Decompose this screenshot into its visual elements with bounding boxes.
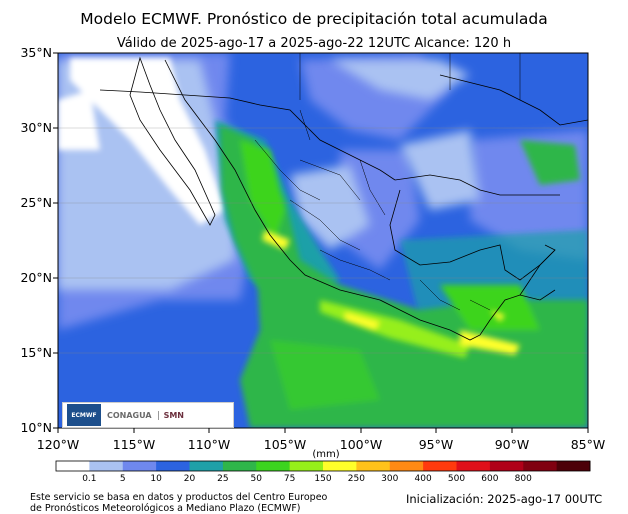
colorbar-label: 800 [514, 474, 532, 484]
colorbar-label: 75 [283, 474, 296, 484]
dry-areas [58, 58, 225, 225]
colorbar-label: 25 [217, 474, 229, 484]
colorbar-swatch [156, 461, 190, 471]
lat-label-35: 35°N [20, 45, 52, 60]
credit-text: Este servicio se basa en datos y product… [30, 492, 390, 514]
colorbar-swatch [523, 461, 558, 471]
lon-label-110: 110°W [187, 437, 231, 452]
map-frame [57, 52, 589, 429]
colorbar-swatch [256, 461, 291, 471]
credit-line-2: de Pronósticos Meteorológicos a Mediano … [30, 503, 301, 514]
graticule [58, 127, 588, 354]
map-subtitle: Válido de 2025-ago-17 a 2025-ago-22 12UT… [116, 36, 512, 51]
colorbar-swatch [389, 461, 424, 471]
axis-ticks [53, 52, 589, 433]
lon-label-100: 100°W [339, 437, 383, 452]
lat-label-20: 20°N [20, 270, 52, 285]
conagua-logo: CONAGUA [107, 410, 152, 420]
ecmwf-logo: ECMWF [67, 404, 101, 426]
colorbar-swatch [56, 461, 90, 471]
lat-label-15: 15°N [20, 345, 52, 360]
credit-line-1: Este servicio se basa en datos y product… [30, 492, 328, 503]
state-borders [254, 53, 521, 311]
colorbar-swatch [323, 461, 357, 471]
colorbar-swatch [222, 461, 257, 471]
colorbar-label: 500 [447, 474, 466, 484]
colorbar-swatch [423, 461, 457, 471]
colorbar-label: 5 [119, 474, 126, 484]
colorbar-label: 20 [183, 474, 196, 484]
colorbar-swatch [189, 461, 224, 471]
lat-label-30: 30°N [20, 120, 52, 135]
colorbar-label: 0.1 [82, 474, 97, 484]
colorbar-swatch [556, 461, 591, 471]
colorbar-label: 10 [150, 474, 162, 484]
lon-label-90: 90°W [494, 437, 530, 452]
colorbar-swatch [89, 461, 124, 471]
colorbar-swatch [289, 461, 324, 471]
lon-label-85: 85°W [570, 437, 606, 452]
coastlines [99, 56, 588, 341]
colorbar-swatch [489, 461, 524, 471]
lon-label-115: 115°W [112, 437, 156, 452]
lon-label-105: 105°W [263, 437, 307, 452]
precip-heavy-spots [262, 230, 520, 358]
precip-green-band [220, 125, 588, 428]
colorbar-swatch [356, 461, 391, 471]
colorbar-label: 250 [347, 474, 365, 484]
lon-label-120: 120°W [36, 437, 80, 452]
colorbar-swatch [122, 461, 157, 471]
colorbar-swatch [456, 461, 491, 471]
colorbar-units: (mm) [312, 449, 340, 460]
lon-label-95: 95°W [418, 437, 454, 452]
colorbar-label: 50 [250, 474, 262, 484]
precip-very-light-areas [58, 60, 480, 290]
initialization-text: Inicialización: 2025-ago-17 00UTC [406, 492, 603, 506]
colorbar-label: 600 [481, 474, 499, 484]
smn-logo: SMN [157, 410, 184, 420]
logo-strip: ECMWF CONAGUA SMN [62, 402, 234, 428]
colorbar-label: 400 [414, 474, 432, 484]
map-title: Modelo ECMWF. Pronóstico de precipitació… [80, 10, 548, 28]
colorbar-label: 300 [381, 474, 399, 484]
lat-label-10: 10°N [20, 420, 52, 435]
lat-label-25: 25°N [20, 195, 52, 210]
colorbar-label: 150 [314, 474, 332, 484]
colorbar [55, 460, 591, 472]
